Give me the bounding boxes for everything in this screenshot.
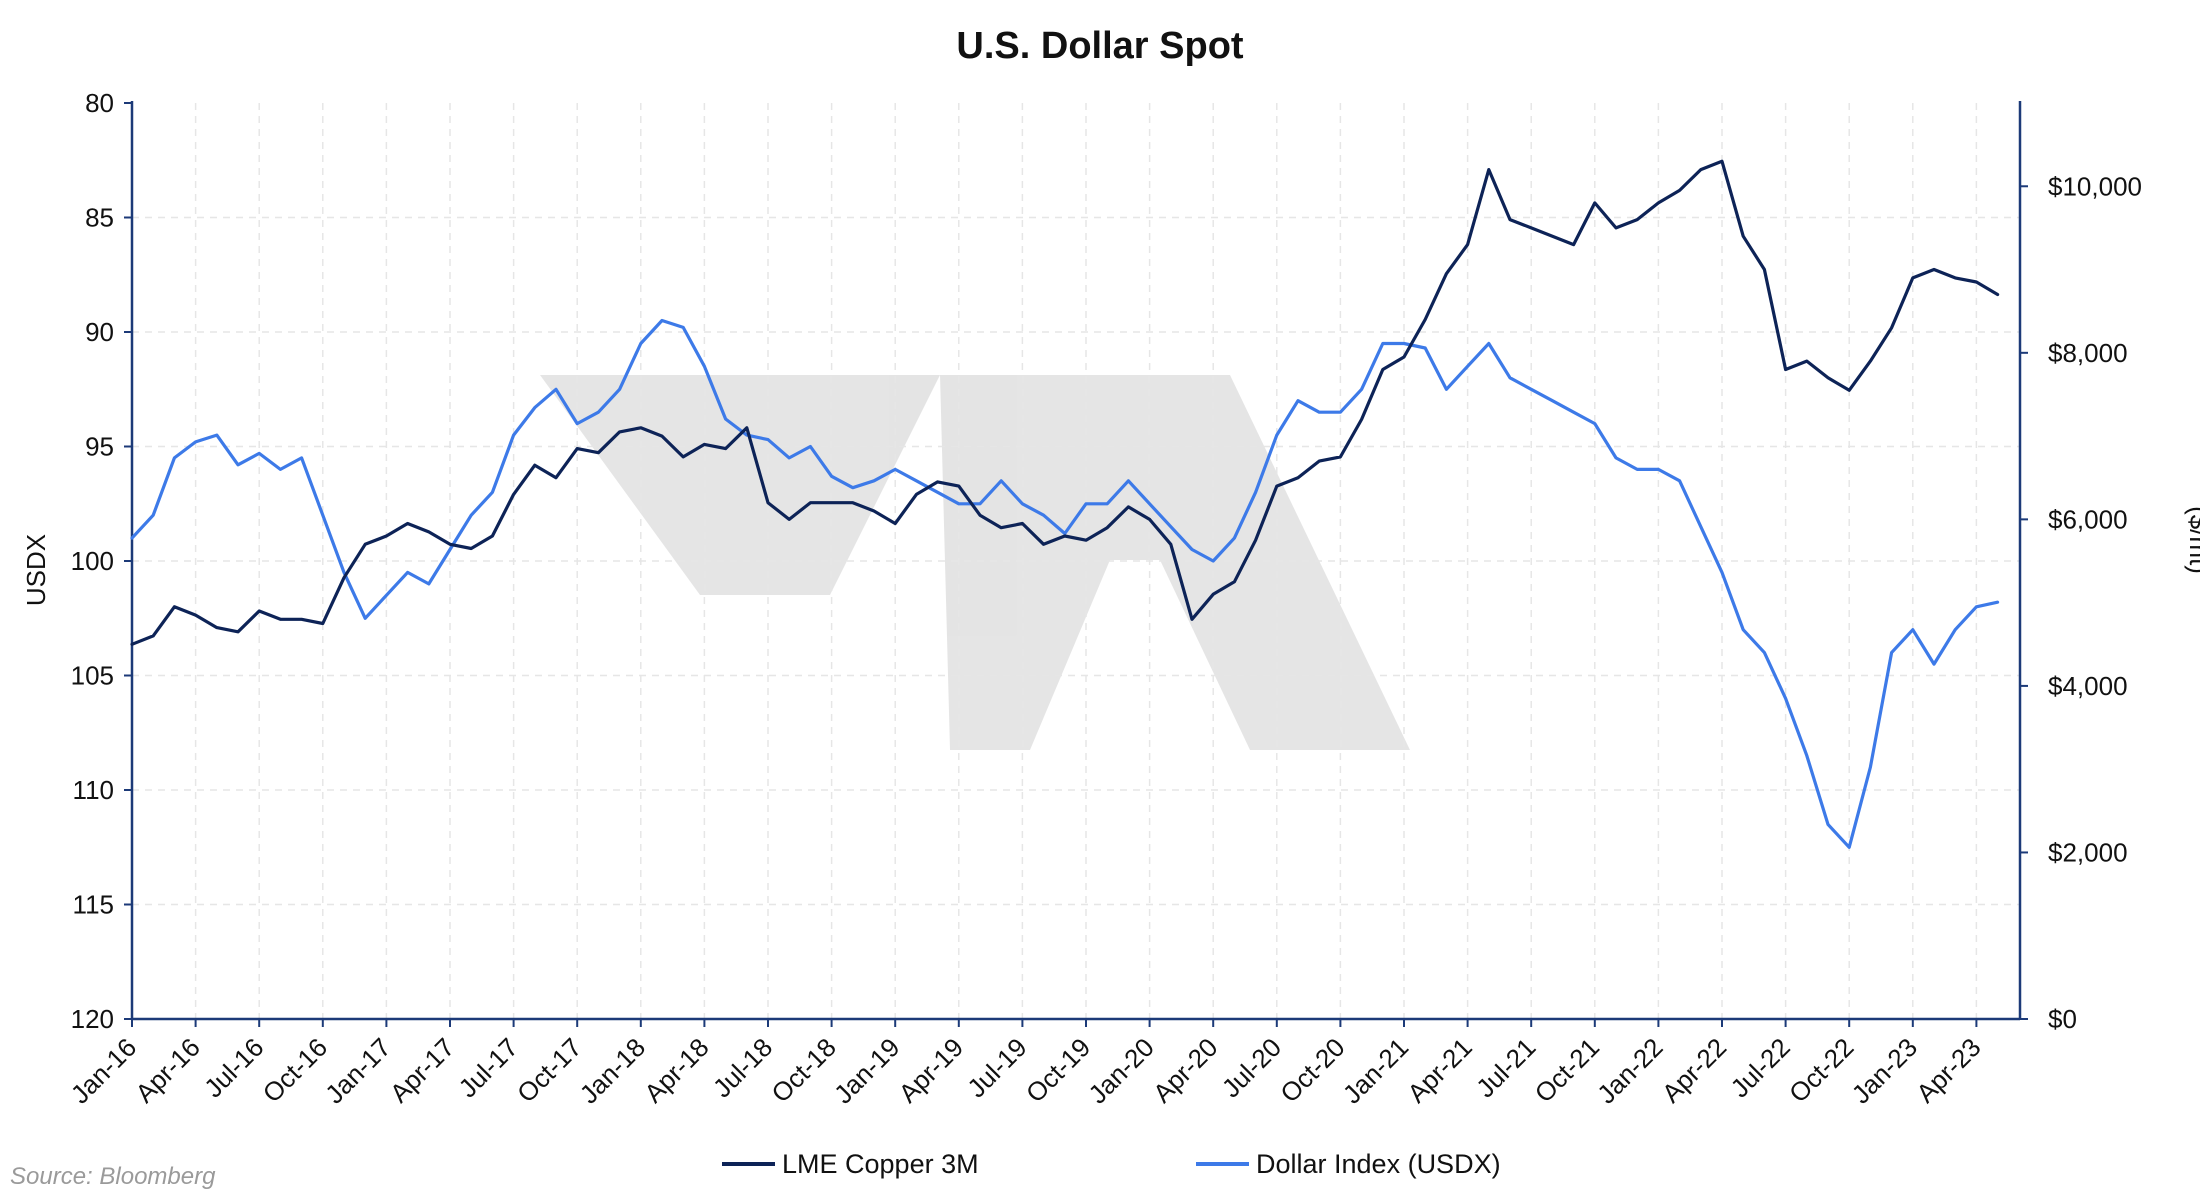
x-tick-label: Jul-21 xyxy=(1470,1032,1541,1103)
x-tick-label: Oct-19 xyxy=(1020,1032,1096,1108)
right-tick-label: $0 xyxy=(2048,1004,2077,1034)
x-tick-label: Apr-17 xyxy=(384,1032,460,1108)
series-line-copper xyxy=(130,159,2000,646)
x-tick-label: Apr-20 xyxy=(1147,1032,1223,1108)
left-axis-ticks: 80 85 90 95 100 105 110 115 120 xyxy=(71,88,132,1034)
x-tick-label: Oct-21 xyxy=(1529,1032,1605,1108)
x-tick-label: Jul-19 xyxy=(961,1032,1032,1103)
x-tick-label: Jan-20 xyxy=(1082,1032,1159,1109)
x-tick-label: Jul-17 xyxy=(453,1032,524,1103)
right-tick-label: $10,000 xyxy=(2048,171,2142,201)
x-tick-label: Jan-18 xyxy=(574,1032,651,1109)
x-tick-label: Apr-19 xyxy=(893,1032,969,1108)
right-tick-label: $8,000 xyxy=(2048,338,2128,368)
x-tick-label: Jan-17 xyxy=(319,1032,396,1109)
x-tick-label: Jul-18 xyxy=(707,1032,778,1103)
x-tick-label: Jan-19 xyxy=(828,1032,905,1109)
right-tick-label: $6,000 xyxy=(2048,504,2128,534)
left-tick-label: 110 xyxy=(73,775,114,805)
right-tick-label: $2,000 xyxy=(2048,837,2128,867)
x-tick-label: Apr-16 xyxy=(129,1032,205,1108)
right-tick-label: $4,000 xyxy=(2048,671,2128,701)
series-lines xyxy=(130,159,2000,849)
legend-label-usdx: Dollar Index (USDX) xyxy=(1256,1149,1501,1179)
left-tick-label: 85 xyxy=(85,203,114,233)
x-tick-label: Jul-22 xyxy=(1725,1032,1796,1103)
x-tick-label: Jan-16 xyxy=(65,1032,142,1109)
x-tick-label: Jan-23 xyxy=(1846,1032,1923,1109)
x-tick-label: Jan-21 xyxy=(1337,1032,1414,1109)
x-tick-label: Jul-20 xyxy=(1216,1032,1287,1103)
left-tick-label: 100 xyxy=(71,546,114,576)
left-tick-label: 90 xyxy=(85,317,114,347)
right-axis-ticks: $0 $2,000 $4,000 $6,000 $8,000 $10,000 xyxy=(2020,171,2142,1034)
left-tick-label: 105 xyxy=(71,661,114,691)
x-axis-ticks: Jan-16Apr-16Jul-16Oct-16Jan-17Apr-17Jul-… xyxy=(65,1019,1987,1109)
x-tick-label: Jul-16 xyxy=(198,1032,269,1103)
x-tick-label: Apr-21 xyxy=(1401,1032,1477,1108)
y-axis-label: USDX xyxy=(21,534,51,606)
legend-label-copper: LME Copper 3M xyxy=(782,1149,979,1179)
legend: LME Copper 3M Dollar Index (USDX) xyxy=(722,1149,1501,1179)
left-tick-label: 115 xyxy=(73,890,114,920)
source-note: Source: Bloomberg xyxy=(10,1163,216,1190)
y2-axis-label: ($/mt) xyxy=(2184,506,2200,574)
x-tick-label: Jan-22 xyxy=(1591,1032,1668,1109)
left-tick-label: 95 xyxy=(85,432,114,462)
x-tick-label: Oct-18 xyxy=(765,1032,841,1108)
left-tick-label: 120 xyxy=(71,1004,114,1034)
x-tick-label: Oct-22 xyxy=(1783,1032,1859,1108)
x-tick-label: Oct-17 xyxy=(511,1032,587,1108)
left-tick-label: 80 xyxy=(85,88,114,118)
chart-title: U.S. Dollar Spot xyxy=(956,25,1243,67)
x-tick-label: Oct-20 xyxy=(1274,1032,1350,1108)
x-tick-label: Apr-22 xyxy=(1656,1032,1732,1108)
x-tick-label: Apr-23 xyxy=(1910,1032,1986,1108)
series-line-usdx xyxy=(130,318,2000,849)
x-tick-label: Apr-18 xyxy=(638,1032,714,1108)
x-tick-label: Oct-16 xyxy=(257,1032,333,1108)
